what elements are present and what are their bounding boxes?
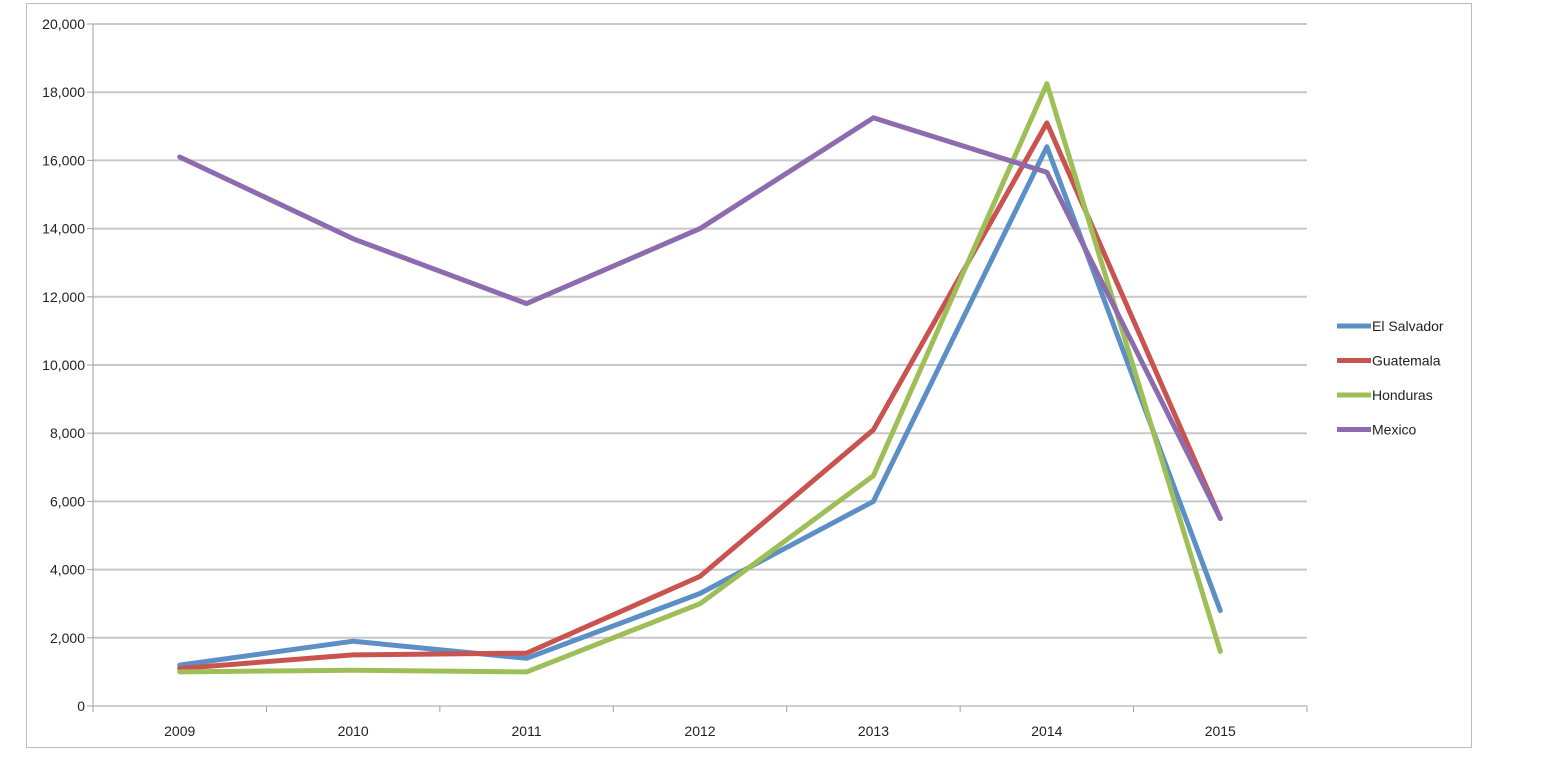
- y-tick-label: 6,000: [50, 493, 85, 509]
- legend-label-honduras: Honduras: [1372, 387, 1433, 403]
- x-tick-label: 2009: [164, 723, 195, 739]
- legend-label-el-salvador: El Salvador: [1372, 318, 1444, 334]
- x-tick-label: 2014: [1031, 723, 1062, 739]
- x-tick-label: 2011: [512, 723, 542, 739]
- y-tick-label: 0: [77, 698, 85, 714]
- series-line-honduras: [177, 81, 1223, 675]
- y-tick-label: 4,000: [50, 562, 85, 578]
- y-tick-label: 8,000: [50, 425, 85, 441]
- y-tick-label: 18,000: [42, 84, 85, 100]
- series-line-mexico: [177, 115, 1223, 521]
- y-tick-label: 10,000: [42, 357, 85, 373]
- x-tick-label: 2012: [684, 723, 715, 739]
- series-lines: [177, 81, 1223, 675]
- series-line-el-salvador: [177, 144, 1223, 668]
- x-tick-label: 2010: [338, 723, 369, 739]
- legend: El Salvador Guatemala Honduras Mexico: [1337, 318, 1444, 438]
- axes: 0 2,000 4,000 6,000 8,000 10,000 12,000 14,000 1…: [42, 16, 1308, 739]
- y-tick-label: 20,000: [42, 16, 85, 32]
- y-tick-label: 2,000: [50, 630, 85, 646]
- y-tick-label: 14,000: [42, 221, 85, 237]
- series-line-guatemala: [177, 120, 1223, 671]
- y-tick-label: 16,000: [42, 152, 85, 168]
- legend-label-mexico: Mexico: [1372, 422, 1417, 438]
- chart-frame: [26, 3, 1472, 748]
- legend-label-guatemala: Guatemala: [1372, 353, 1441, 369]
- y-tick-label: 12,000: [42, 289, 85, 305]
- x-tick-label: 2015: [1205, 723, 1236, 739]
- x-tick-label: 2013: [858, 723, 889, 739]
